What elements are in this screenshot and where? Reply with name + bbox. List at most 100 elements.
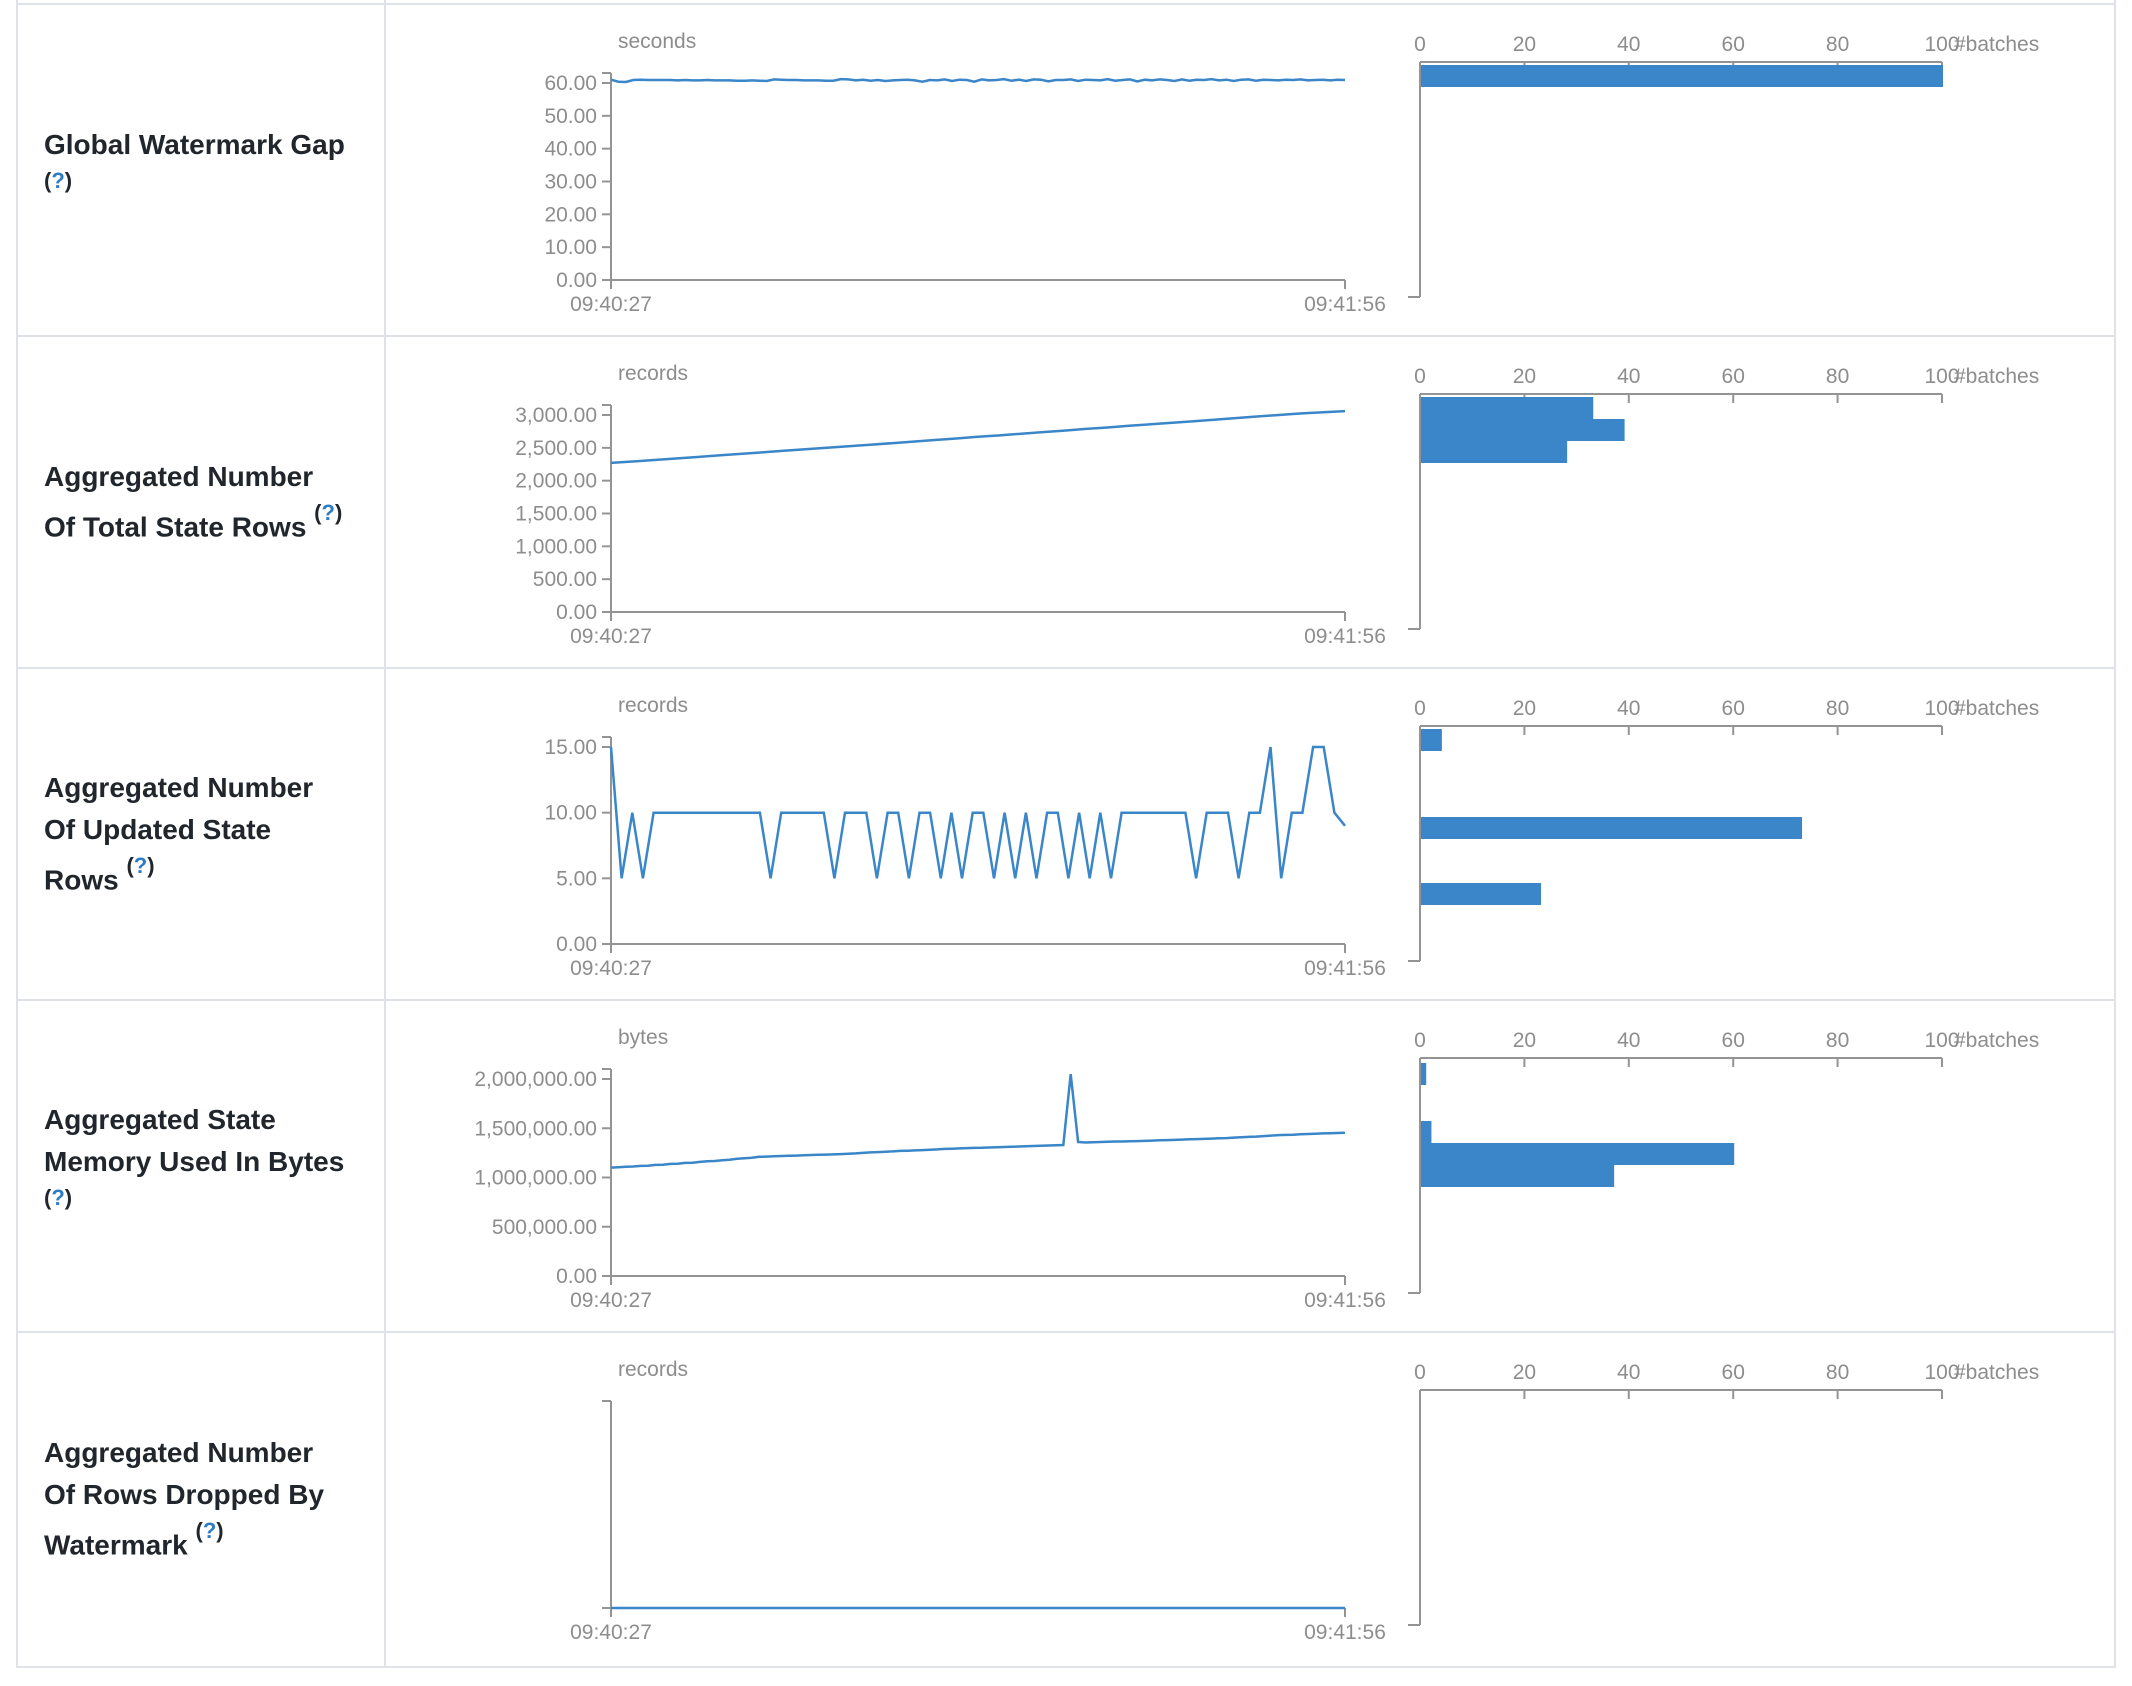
histogram-x-tick-label: 80	[1826, 33, 1849, 56]
table-border-stub	[384, 0, 386, 3]
metric-label-cell: Aggregated State Memory Used In Bytes (?…	[18, 1001, 386, 1331]
metric-row-rows-dropped: Aggregated Number Of Rows Dropped By Wat…	[18, 1333, 2114, 1666]
help-question-icon[interactable]: ?	[51, 1184, 65, 1210]
histogram-x-tick-label: 100	[1924, 697, 1959, 720]
rows-dropped-charts: records 09:40:27 09:41:56 0 20 40 60 80 100#batc…	[570, 1358, 2039, 1644]
timeline-y-tick-label: 30.00	[544, 171, 597, 194]
help-link[interactable]: (?)	[126, 852, 155, 878]
help-link[interactable]: (?)	[195, 1518, 224, 1544]
unit-label: records	[618, 694, 688, 717]
time-start-label: 09:40:27	[570, 1621, 652, 1644]
histogram-bar	[1421, 729, 1442, 751]
unit-label: bytes	[618, 1026, 668, 1049]
state-memory-charts: bytes 2,000,000.00 1,500,000.00 1,000,000.0…	[474, 1026, 2039, 1312]
histogram-x-tick-label: 20	[1513, 365, 1536, 388]
metric-label: Aggregated Number Of Rows Dropped By Wat…	[44, 1432, 350, 1566]
time-end-label: 09:41:56	[1304, 957, 1386, 980]
metric-row-state-memory: Aggregated State Memory Used In Bytes (?…	[18, 1001, 2114, 1333]
histogram-x-tick-label: 0	[1414, 365, 1426, 388]
time-start-label: 09:40:27	[570, 625, 652, 648]
help-link[interactable]: (?)	[314, 499, 343, 525]
histogram-x-tick-label: 80	[1826, 365, 1849, 388]
timeline-y-tick-label: 40.00	[544, 138, 597, 161]
help-question-icon[interactable]: ?	[202, 1518, 217, 1544]
metric-label-cell: Aggregated Number Of Rows Dropped By Wat…	[18, 1333, 386, 1666]
time-end-label: 09:41:56	[1304, 1621, 1386, 1644]
histogram-x-tick-label: 20	[1513, 1029, 1536, 1052]
timeline-y-tick-label: 10.00	[544, 236, 597, 259]
timeline-y-tick-label: 500.00	[533, 568, 597, 591]
metrics-table: Global Watermark Gap (?) seconds 60.00 50.…	[16, 3, 2116, 1668]
histogram-x-tick-label: 100	[1924, 1029, 1959, 1052]
table-border-stub	[2114, 0, 2116, 3]
chart-cell: records 3,000.00 2,500.00 2,000.00 1,500.00 1…	[386, 337, 2116, 667]
timeline-y-tick-label: 10.00	[544, 802, 597, 825]
histogram-bar	[1421, 419, 1625, 441]
histogram-x-tick-label: 20	[1513, 697, 1536, 720]
help-question-icon[interactable]: ?	[133, 852, 148, 878]
histogram-axis-label: #batches	[1954, 33, 2039, 56]
histogram-x-tick-label: 40	[1617, 1029, 1640, 1052]
total-state-rows-charts: records 3,000.00 2,500.00 2,000.00 1,500.00 1…	[515, 362, 2039, 648]
histogram-x-tick-label: 60	[1722, 1361, 1745, 1384]
histogram-x-tick-label: 40	[1617, 1361, 1640, 1384]
histogram-x-tick-label: 0	[1414, 1361, 1426, 1384]
timeline-line	[609, 745, 1346, 879]
histogram-x-tick-label: 60	[1722, 365, 1745, 388]
metric-label-text: Global Watermark Gap	[44, 128, 345, 160]
histogram-x-tick-label: 80	[1826, 1029, 1849, 1052]
timeline-y-tick-label: 5.00	[556, 867, 597, 890]
metric-label: Aggregated Number Of Updated State Rows …	[44, 767, 350, 901]
metric-row-total-state-rows: Aggregated Number Of Total State Rows (?…	[18, 337, 2114, 669]
metric-label-text: Aggregated Number Of Total State Rows	[44, 460, 314, 543]
time-end-label: 09:41:56	[1304, 1289, 1386, 1312]
timeline-y-tick-label: 15.00	[544, 736, 597, 759]
help-question-icon[interactable]: ?	[51, 167, 65, 193]
metric-label: Global Watermark Gap (?)	[44, 124, 350, 216]
timeline-line	[610, 409, 1346, 465]
time-end-label: 09:41:56	[1304, 293, 1386, 316]
histogram-x-tick-label: 100	[1924, 1361, 1959, 1384]
histogram-bar	[1421, 441, 1568, 463]
time-start-label: 09:40:27	[570, 1289, 652, 1312]
help-question-icon[interactable]: ?	[321, 499, 335, 525]
timeline-line	[610, 77, 1346, 84]
histogram-bar	[1421, 883, 1542, 905]
histogram-axis-label: #batches	[1954, 697, 2039, 720]
histogram-bar	[1421, 1063, 1427, 1085]
timeline-y-tick-label: 0.00	[556, 269, 597, 292]
unit-label: records	[618, 1358, 688, 1381]
histogram-x-tick-label: 20	[1513, 33, 1536, 56]
histogram-x-tick-label: 40	[1617, 365, 1640, 388]
chart-cell: bytes 2,000,000.00 1,500,000.00 1,000,000.0…	[386, 1001, 2116, 1331]
timeline-y-tick-label: 2,500.00	[515, 437, 597, 460]
timeline-y-tick-label: 1,500.00	[515, 503, 597, 526]
histogram-x-tick-label: 100	[1924, 33, 1959, 56]
help-link[interactable]: (?)	[44, 1184, 73, 1210]
metric-row-updated-state-rows: Aggregated Number Of Updated State Rows …	[18, 669, 2114, 1001]
timeline-y-tick-label: 50.00	[544, 105, 597, 128]
timeline-y-tick-label: 0.00	[556, 1265, 597, 1288]
time-start-label: 09:40:27	[570, 293, 652, 316]
histogram-axis-label: #batches	[1954, 1361, 2039, 1384]
chart-cell: seconds 60.00 50.00 40.00 30.00 20.00 10.00 0.0…	[386, 5, 2116, 335]
histogram-x-tick-label: 0	[1414, 1029, 1426, 1052]
histogram-bar	[1421, 1143, 1735, 1165]
histogram-x-tick-label: 60	[1722, 697, 1745, 720]
histogram-x-tick-label: 100	[1924, 365, 1959, 388]
histogram-x-tick-label: 40	[1617, 697, 1640, 720]
timeline-y-tick-label: 2,000.00	[515, 470, 597, 493]
chart-cell: records 15.00 10.00 5.00 0.00 09:40:27 09:41:5…	[386, 669, 2116, 999]
unit-label: seconds	[618, 30, 696, 53]
metric-label-text: Aggregated Number Of Rows Dropped By Wat…	[44, 1437, 325, 1561]
timeline-y-tick-label: 60.00	[544, 72, 597, 95]
histogram-bar	[1421, 397, 1594, 419]
metric-label-cell: Global Watermark Gap (?)	[18, 5, 386, 335]
timeline-y-tick-label: 500,000.00	[492, 1216, 597, 1239]
histogram-x-tick-label: 80	[1826, 697, 1849, 720]
metric-row-watermark-gap: Global Watermark Gap (?) seconds 60.00 50.…	[18, 5, 2114, 337]
timeline-y-tick-label: 1,500,000.00	[474, 1117, 597, 1140]
help-link[interactable]: (?)	[44, 167, 73, 193]
